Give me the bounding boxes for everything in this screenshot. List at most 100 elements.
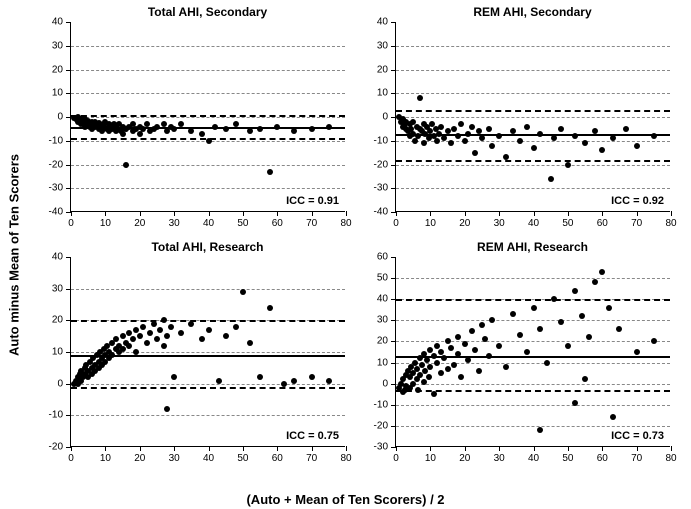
data-point [171, 374, 177, 380]
ytick [66, 165, 71, 166]
xtick-label: 60 [272, 218, 283, 229]
data-point [524, 349, 530, 355]
data-point [448, 140, 454, 146]
xtick-label: 30 [169, 453, 180, 464]
icc-label: ICC = 0.73 [611, 430, 664, 442]
ytick [391, 212, 396, 213]
xtick [430, 446, 431, 451]
data-point [592, 279, 598, 285]
xtick [568, 446, 569, 451]
xtick-label: 40 [203, 453, 214, 464]
xtick [243, 211, 244, 216]
gridline [71, 188, 345, 189]
data-point [479, 322, 485, 328]
ytick-label: -30 [49, 183, 63, 194]
icc-label: ICC = 0.75 [286, 430, 339, 442]
xtick-label: 50 [237, 218, 248, 229]
data-point [426, 374, 432, 380]
data-point [503, 364, 509, 370]
data-point [257, 126, 263, 132]
xtick [71, 211, 72, 216]
xtick [346, 446, 347, 451]
data-point [558, 126, 564, 132]
ytick [66, 22, 71, 23]
data-point [267, 169, 273, 175]
data-point [206, 138, 212, 144]
xtick [671, 211, 672, 216]
data-point [434, 360, 440, 366]
xtick-label: 70 [306, 218, 317, 229]
data-point [434, 138, 440, 144]
ytick-label: 10 [52, 88, 63, 99]
data-point [599, 147, 605, 153]
data-point [326, 124, 332, 130]
xtick-label: 10 [425, 453, 436, 464]
data-point [469, 328, 475, 334]
ytick-label: 20 [377, 336, 388, 347]
xtick [174, 446, 175, 451]
ytick [391, 141, 396, 142]
xtick-label: 0 [68, 453, 74, 464]
data-point [434, 343, 440, 349]
ytick-label: 20 [52, 315, 63, 326]
data-point [458, 374, 464, 380]
xtick [140, 211, 141, 216]
data-point [109, 352, 115, 358]
ref-mean-line [396, 356, 670, 358]
data-point [223, 333, 229, 339]
ref-limit-line [71, 115, 345, 117]
ytick-label: -40 [374, 207, 388, 218]
data-point [524, 124, 530, 130]
xtick-label: 70 [306, 453, 317, 464]
data-point [489, 143, 495, 149]
gridline [71, 46, 345, 47]
data-point [582, 376, 588, 382]
data-point [113, 336, 119, 342]
data-point [274, 124, 280, 130]
xtick-label: 0 [393, 218, 399, 229]
data-point [610, 414, 616, 420]
ytick [66, 352, 71, 353]
data-point [438, 349, 444, 355]
xtick [602, 446, 603, 451]
data-point [651, 338, 657, 344]
xtick-label: 40 [203, 218, 214, 229]
data-point [438, 370, 444, 376]
xtick-label: 50 [562, 453, 573, 464]
data-point [188, 128, 194, 134]
ytick [391, 278, 396, 279]
xtick-label: 30 [494, 218, 505, 229]
xtick [534, 211, 535, 216]
xtick-label: 40 [528, 218, 539, 229]
data-point [216, 378, 222, 384]
gridline [396, 188, 670, 189]
panel-total-secondary: Total AHI, Secondary01020304050607080-40… [70, 22, 345, 212]
ytick-label: 40 [52, 252, 63, 263]
ytick-label: 0 [57, 378, 63, 389]
data-point [489, 317, 495, 323]
data-point [544, 360, 550, 366]
ytick-label: 10 [52, 347, 63, 358]
data-point [445, 338, 451, 344]
panel-title: Total AHI, Secondary [70, 5, 345, 19]
panel-title: REM AHI, Secondary [395, 5, 670, 19]
gridline [71, 415, 345, 416]
y-axis-label: Auto minus Mean of Ten Scorers [7, 153, 22, 355]
xtick [277, 211, 278, 216]
data-point [579, 313, 585, 319]
ytick [66, 257, 71, 258]
gridline [396, 70, 670, 71]
data-point [240, 289, 246, 295]
xtick-label: 10 [100, 453, 111, 464]
data-point [123, 162, 129, 168]
ytick [391, 257, 396, 258]
ytick-label: 40 [377, 294, 388, 305]
ytick [391, 299, 396, 300]
data-point [151, 321, 157, 327]
ytick [391, 405, 396, 406]
xtick-label: 20 [459, 453, 470, 464]
data-point [291, 378, 297, 384]
ytick-label: -20 [49, 442, 63, 453]
data-point [572, 400, 578, 406]
xtick-label: 80 [665, 453, 676, 464]
